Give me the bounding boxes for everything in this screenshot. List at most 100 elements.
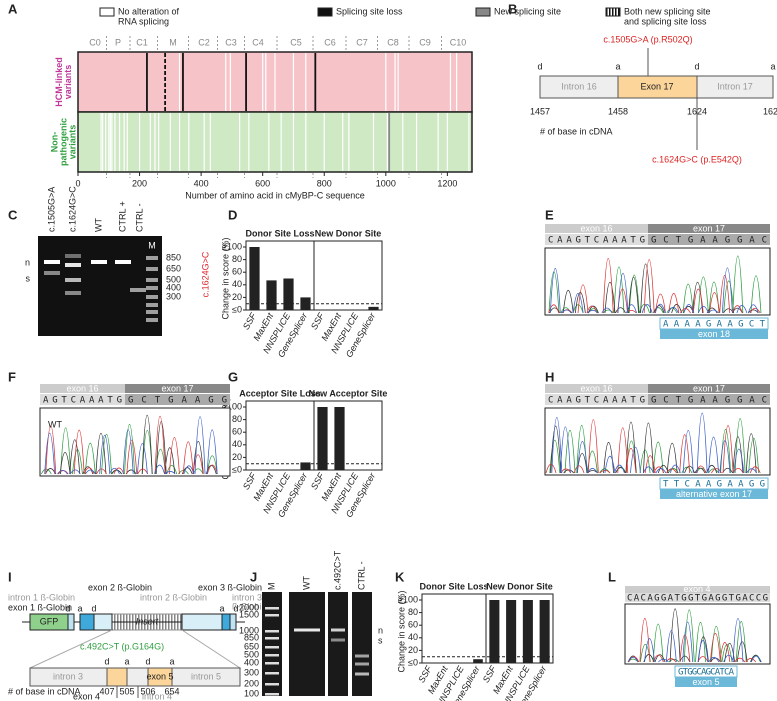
y-axis-label: Change in score (%) xyxy=(396,590,406,672)
group-title: New Acceptor Site xyxy=(309,388,388,398)
base-number: 1457 xyxy=(530,106,550,116)
base-number: 407 xyxy=(99,686,114,696)
exon-bar xyxy=(660,329,768,339)
gel-band xyxy=(65,263,81,267)
bar xyxy=(334,407,345,470)
x-axis-label: Number of amino acid in cMyBP-C sequence xyxy=(185,190,365,200)
domain-label: C3 xyxy=(225,37,237,47)
domain-label: C8 xyxy=(387,37,399,47)
legend-label: RNA splicing xyxy=(118,16,169,26)
trace xyxy=(549,267,759,314)
panel-letter: B xyxy=(508,1,517,16)
exon-bar xyxy=(675,677,737,687)
domain-label: C2 xyxy=(198,37,210,47)
site-label: a xyxy=(124,656,129,666)
domain-label: C9 xyxy=(419,37,431,47)
gel-band xyxy=(265,646,279,649)
exon-label: alternative exon 17 xyxy=(676,489,752,499)
exon-label: exon 5 xyxy=(692,677,719,687)
plot-frame xyxy=(485,593,554,664)
gel-band xyxy=(265,693,279,696)
label: exon 1 ß-Globin xyxy=(8,602,72,612)
gel-band xyxy=(44,260,60,264)
trace-label: WT xyxy=(48,419,62,429)
bar xyxy=(506,600,517,663)
domain-label: C7 xyxy=(356,37,368,47)
track-label: Non- xyxy=(49,132,59,153)
y-tick-label: ≥100 xyxy=(398,594,418,604)
gene-diagram: Intron 16 Exon 17 Intron 17 c.1505G>A (p… xyxy=(539,34,774,164)
label: # of base in cDNA xyxy=(8,686,81,696)
sequence: AGTCAAATG xyxy=(43,396,122,406)
base-number: 1624 xyxy=(687,106,707,116)
y-tick-label: 20 xyxy=(232,292,242,302)
exon-label: exon 17 xyxy=(693,383,725,393)
gel-band xyxy=(91,260,107,264)
y-tick-label: ≤0 xyxy=(408,657,418,667)
domain-label: C1 xyxy=(136,37,148,47)
gel xyxy=(262,592,282,696)
domain-label: C10 xyxy=(450,37,467,47)
label: intron 1 ß-Globin xyxy=(8,592,75,602)
panel-letter: A xyxy=(8,1,18,16)
bar xyxy=(283,278,294,310)
sequence-bar xyxy=(545,234,648,245)
bar xyxy=(266,280,277,310)
size-label: 100 xyxy=(244,688,259,698)
size-label: 400 xyxy=(166,282,181,292)
intron-label: Intron 17 xyxy=(717,81,753,91)
site-label: d xyxy=(694,61,699,71)
y-tick-label: 80 xyxy=(232,254,242,264)
band-label: s xyxy=(378,635,383,645)
group-title: New Donor Site xyxy=(315,228,382,238)
gel-band xyxy=(65,254,81,258)
x-tick-label: 800 xyxy=(317,178,332,188)
size-label: 850 xyxy=(166,252,181,262)
exon-bar xyxy=(648,224,770,233)
legend-label: Both new splicing site xyxy=(624,6,711,16)
bar xyxy=(300,462,311,470)
plot-frame xyxy=(313,240,383,311)
legend-label: Splicing site loss xyxy=(336,6,403,16)
base-number: 506 xyxy=(140,686,155,696)
legend-label: and splicing site loss xyxy=(624,16,707,26)
bar xyxy=(473,659,483,663)
sequence-bar xyxy=(648,234,770,245)
lane-label: M xyxy=(266,583,276,591)
size-label: 850 xyxy=(244,632,259,642)
y-tick-label: ≥100 xyxy=(222,401,242,411)
lane-label: CTRL + xyxy=(117,201,127,232)
band-label: n xyxy=(378,625,383,635)
group-title: New Donor Site xyxy=(486,581,553,591)
gel-band xyxy=(65,278,81,282)
panel-letter: C xyxy=(8,207,18,222)
y-tick-label: 80 xyxy=(232,414,242,424)
exon-label: exon 17 xyxy=(161,383,193,393)
panel-letter: D xyxy=(228,207,237,222)
site-label: a xyxy=(219,603,224,613)
exon-label: exon 4 xyxy=(683,584,710,594)
mutation: c.492C>T (p.G164G) xyxy=(80,641,164,651)
exon-bar xyxy=(545,384,648,393)
sequence: CAAGTCAAATG xyxy=(548,236,645,246)
track-label: HCM-linked xyxy=(54,57,64,107)
base-number: 1625 xyxy=(763,106,777,116)
size-label: 300 xyxy=(244,667,259,677)
exon-label: Exon 17 xyxy=(640,81,673,91)
gel xyxy=(328,592,348,696)
sequence: GTGGCAGCATCA xyxy=(678,668,735,678)
legend-swatch xyxy=(605,7,621,17)
gel xyxy=(38,236,162,336)
lane-label: c.1624G>C xyxy=(67,186,77,232)
gel-band xyxy=(130,288,146,292)
y-tick-label: ≤0 xyxy=(232,304,242,314)
gel-band xyxy=(265,607,279,610)
gel-band xyxy=(331,638,345,642)
exon-bar xyxy=(545,224,648,233)
x-tick-label: 0 xyxy=(75,178,80,188)
size-label: 2000 xyxy=(239,602,259,612)
exon-label: exon 18 xyxy=(698,329,730,339)
band-label: s xyxy=(26,273,31,283)
gel xyxy=(289,592,325,696)
